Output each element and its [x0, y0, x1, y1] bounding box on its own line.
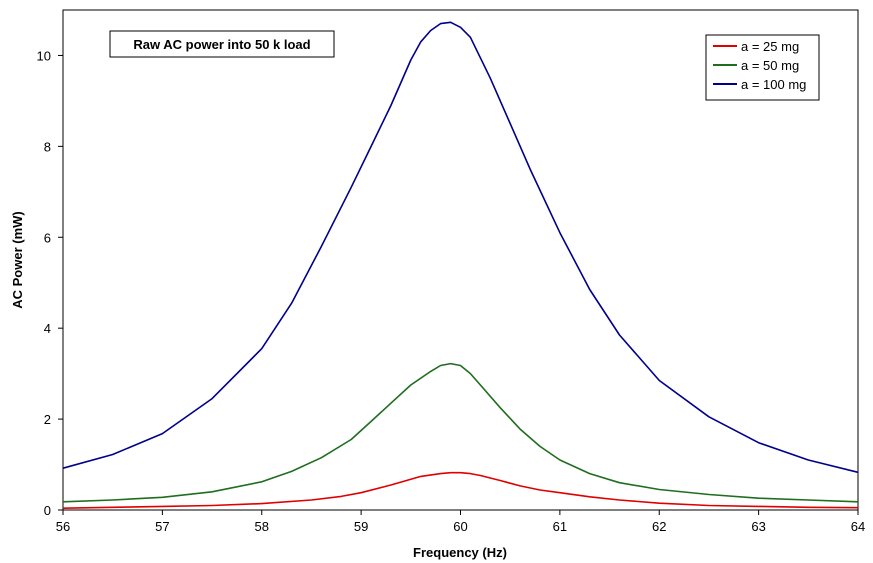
legend-label: a = 100 mg	[741, 77, 806, 92]
x-tick-label: 61	[553, 519, 567, 534]
x-tick-label: 59	[354, 519, 368, 534]
x-tick-label: 60	[453, 519, 467, 534]
series-line-2	[62, 362, 859, 503]
series-lines	[62, 21, 859, 509]
legend: a = 25 mg a = 50 mg a = 100 mg	[705, 34, 820, 101]
y-tick-label: 8	[44, 139, 51, 154]
y-tick-label: 2	[44, 412, 51, 427]
x-tick-label: 63	[751, 519, 765, 534]
y-tick-label: 6	[44, 230, 51, 245]
y-tick-label: 10	[37, 48, 51, 63]
series-line-1	[62, 471, 859, 509]
y-tick-label: 4	[44, 321, 51, 336]
series-line-3	[62, 21, 859, 474]
legend-label: a = 50 mg	[741, 58, 799, 73]
y-axis-title: AC Power (mW)	[10, 211, 25, 309]
x-tick-label: 62	[652, 519, 666, 534]
legend-label: a = 25 mg	[741, 39, 799, 54]
chart-title: Raw AC power into 50 k load	[133, 37, 310, 52]
x-tick-label: 57	[155, 519, 169, 534]
x-tick-label: 56	[56, 519, 70, 534]
x-tick-label: 64	[851, 519, 865, 534]
x-axis-title: Frequency (Hz)	[413, 545, 507, 560]
x-tick-label: 58	[255, 519, 269, 534]
chart-title-box: Raw AC power into 50 k load	[109, 30, 335, 58]
y-tick-label: 0	[44, 503, 51, 518]
axis-ticks: 56 57 58 59 60 61 62 63 64 0 2 4 6 8 10	[37, 48, 866, 534]
